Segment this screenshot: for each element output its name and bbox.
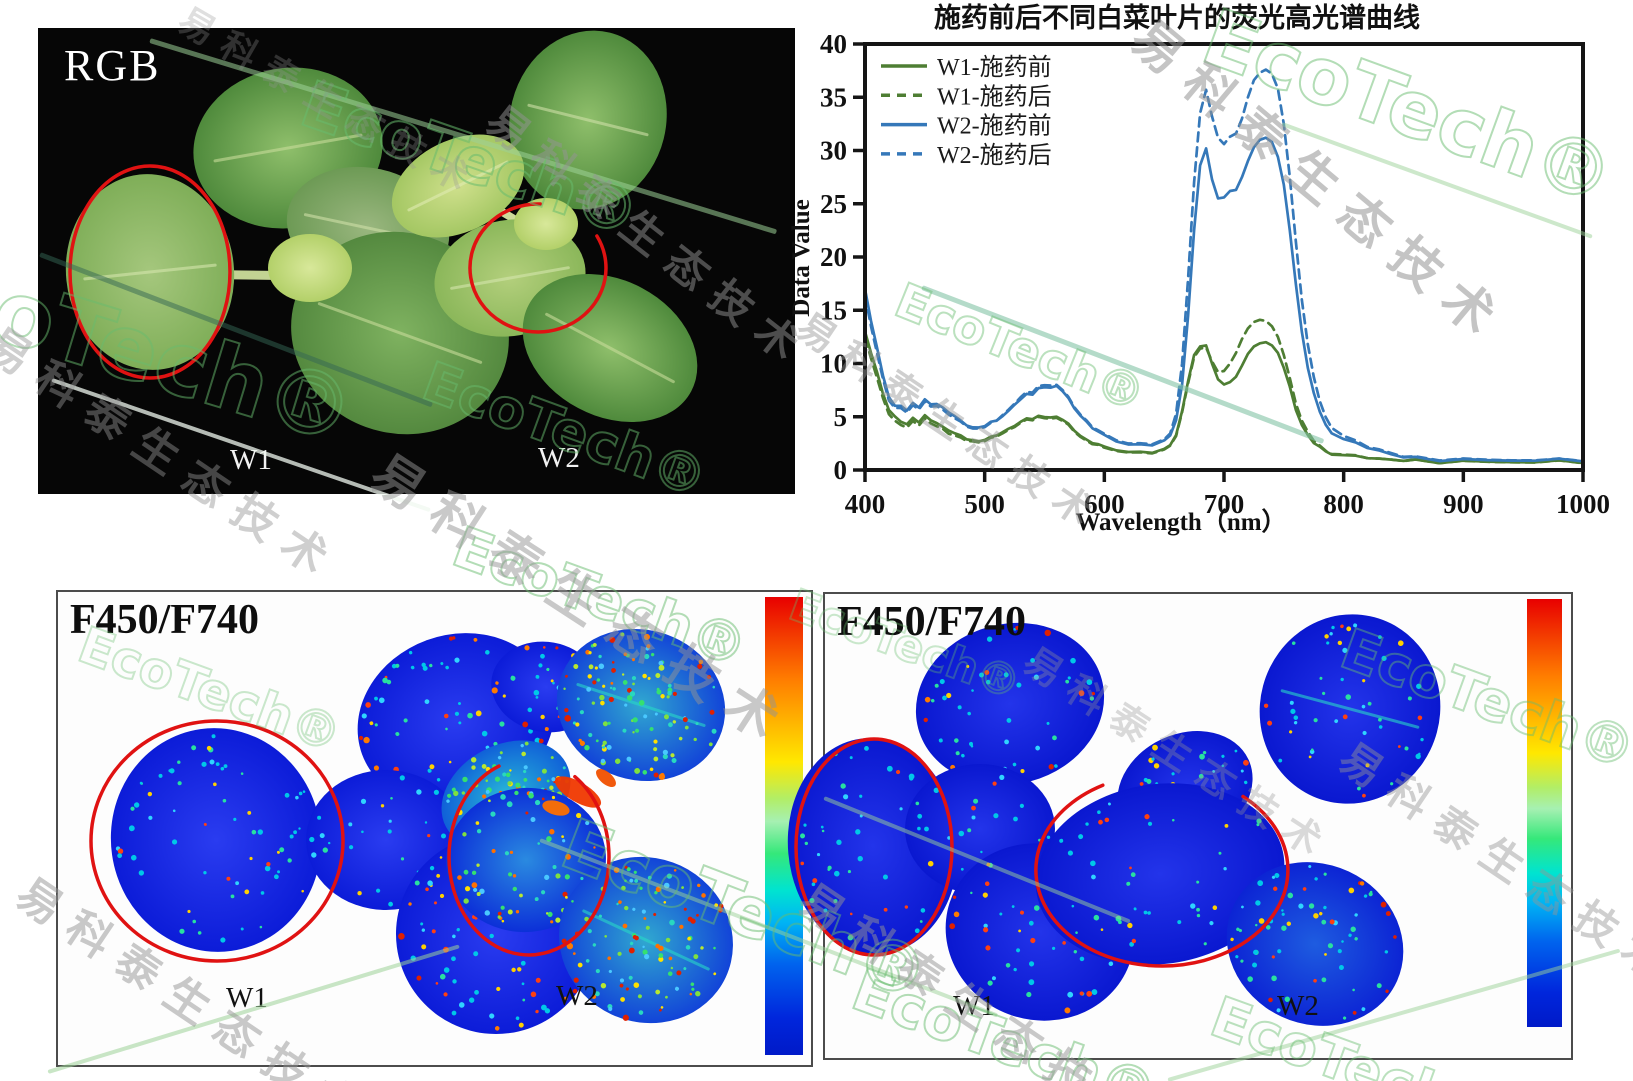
leaf [915,622,1105,786]
hotspot [542,800,570,816]
leaf [110,728,322,952]
ratio-left-label-w2: W2 [556,980,598,1012]
leaf [1259,614,1441,804]
rgb-photo-panel: RGB W1 W2 [38,28,795,494]
y-tick-label: 30 [820,136,847,166]
ratio-right-title: F450/F740 [837,599,1026,645]
colorbar-right [1527,599,1562,1027]
rgb-sample-label-w1: W1 [230,444,272,476]
ratio-panel-right: F450/F740 W1 W2 [787,592,1573,1060]
ratio-left-title: F450/F740 [70,597,259,643]
spectral-chart: 施药前后不同白菜叶片的荧光高光谱曲线 0 5 10 15 20 25 30 35 40 400 500… [788,2,1610,536]
y-tick-label: 15 [820,295,847,325]
x-tick-label: 700 [1204,489,1245,519]
leaf [268,234,352,302]
hotspot [596,769,616,787]
chart-title: 施药前后不同白菜叶片的荧光高光谱曲线 [934,2,1420,33]
x-tick-label: 500 [964,489,1005,519]
rgb-plants-image [65,30,698,435]
legend-label-2: W2-施药前 [937,113,1052,140]
y-tick-label: 10 [820,349,847,379]
hotspot [554,776,602,808]
rgb-panel-title: RGB [64,41,161,90]
y-tick-label: 20 [820,242,847,272]
ratio-left-label-w1: W1 [226,982,268,1014]
ratio-right-image [787,614,1441,1026]
x-tick-label: 400 [845,489,886,519]
spectral-chart-panel: 施药前后不同白菜叶片的荧光高光谱曲线 0 5 10 15 20 25 30 35 40 400 500… [788,0,1633,545]
y-tick-label: 40 [820,29,847,59]
y-tick-label: 0 [834,455,848,485]
rgb-sample-label-w2: W2 [538,442,580,474]
x-tick-label: 800 [1323,489,1364,519]
x-tick-label: 600 [1084,489,1125,519]
legend-label-3: W2-施药后 [937,142,1052,169]
y-tick-label: 35 [820,82,847,112]
y-tick-label: 5 [834,402,848,432]
ratio-right-label-w1: W1 [953,990,995,1022]
x-tick-label: 1000 [1556,489,1610,519]
leaf [509,30,667,210]
y-axis-label: Data Value [788,199,815,316]
ratio-right-label-w2: W2 [1277,990,1319,1022]
x-axis-label: Wavelength（nm） [1075,507,1286,536]
ratio-left-image [89,628,733,1034]
plot-frame [863,42,1585,472]
y-tick-label: 25 [820,189,847,219]
x-tick-label: 900 [1443,489,1484,519]
legend-label-0: W1-施药前 [937,54,1052,81]
ratio-panel-left: F450/F740 W1 W2 [56,590,813,1067]
legend-label-1: W1-施药后 [937,83,1052,110]
leaf [556,628,726,782]
